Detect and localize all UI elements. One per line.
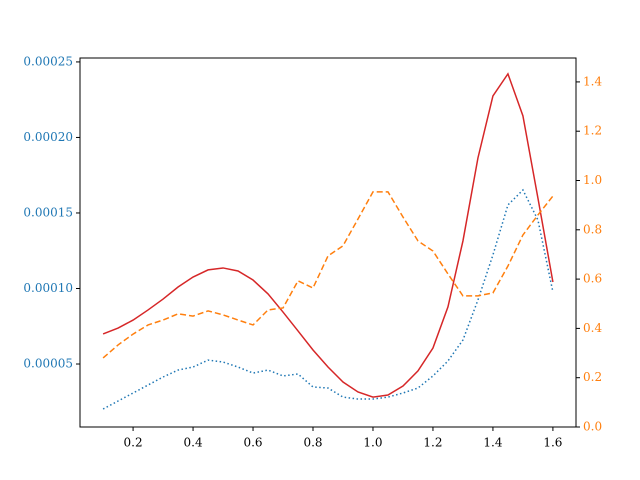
y-tick-label: 0.00020 bbox=[23, 130, 73, 144]
y-tick-label: 0.00015 bbox=[23, 205, 73, 219]
y2-tick-label: 0.8 bbox=[583, 222, 602, 236]
x-tick-label: 1.4 bbox=[483, 436, 502, 450]
x-tick-label: 1.6 bbox=[543, 436, 562, 450]
x-tick-label: 0.4 bbox=[184, 436, 203, 450]
x-tick-label: 1.0 bbox=[363, 436, 382, 450]
y-tick-label: 0.00010 bbox=[23, 281, 73, 295]
x-tick-label: 0.6 bbox=[243, 436, 262, 450]
y2-tick-label: 0.4 bbox=[583, 321, 602, 335]
y-tick-label: 0.00025 bbox=[23, 54, 73, 68]
y2-tick-label: 1.2 bbox=[583, 124, 602, 138]
x-tick-label: 1.2 bbox=[423, 436, 442, 450]
x-tick-label: 0.2 bbox=[124, 436, 143, 450]
y-tick-label: 0.00005 bbox=[23, 357, 73, 371]
line-series bbox=[102, 188, 554, 410]
y2-tick-label: 0.6 bbox=[583, 272, 602, 286]
y2-tick-label: 0.2 bbox=[583, 370, 602, 384]
line-series bbox=[102, 72, 554, 398]
y2-tick-label: 1.0 bbox=[583, 173, 602, 187]
line-series bbox=[102, 191, 554, 359]
x-tick-label: 0.8 bbox=[303, 436, 322, 450]
y2-tick-label: 1.4 bbox=[583, 74, 602, 88]
y2-tick-label: 0.0 bbox=[583, 420, 602, 434]
plot-frame bbox=[79, 57, 577, 428]
